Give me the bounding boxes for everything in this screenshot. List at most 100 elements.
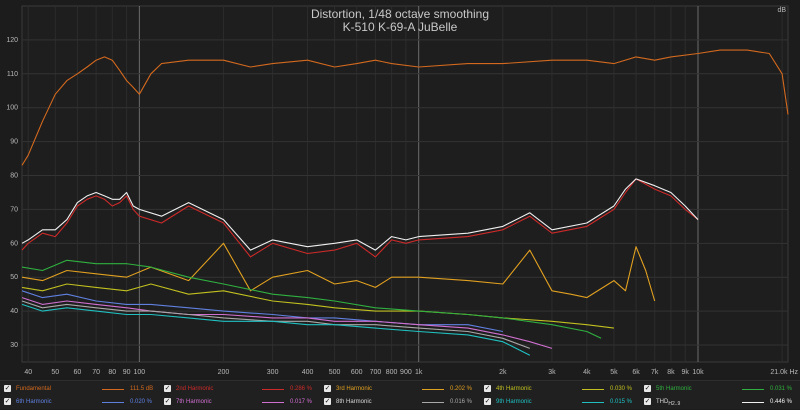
legend-swatch bbox=[582, 389, 604, 390]
series-line-5th-harmonic bbox=[21, 259, 602, 339]
legend-label: 6th Harmonic bbox=[16, 399, 52, 405]
chart-title: Distortion, 1/48 octave smoothing bbox=[311, 7, 489, 21]
legend-value: 0.030 % bbox=[610, 386, 633, 392]
series-line-9th-harmonic bbox=[21, 303, 531, 356]
legend-swatch bbox=[742, 389, 764, 390]
checkbox-icon[interactable]: ✓ bbox=[324, 398, 331, 405]
x-tick-label: 21.0k Hz bbox=[770, 369, 798, 376]
legend-item-4th-harmonic[interactable]: ✓ 4th Harmonic 0.030 % bbox=[484, 383, 638, 395]
x-tick-label: 7k bbox=[651, 369, 659, 376]
x-tick-label: 4k bbox=[583, 369, 591, 376]
legend-item-fundamental[interactable]: ✓ Fundamental 111.5 dB bbox=[4, 383, 158, 395]
legend-label: Fundamental bbox=[16, 386, 52, 392]
legend-swatch bbox=[102, 402, 124, 403]
y-tick-label: 60 bbox=[10, 240, 18, 247]
legend-value: 0.202 % bbox=[450, 386, 473, 392]
legend-value: 0.017 % bbox=[290, 399, 313, 405]
legend-label: 2nd Harmonic bbox=[176, 386, 214, 392]
legend-value: 0.446 % bbox=[770, 399, 793, 405]
y-tick-label: 80 bbox=[10, 173, 18, 180]
distortion-chart: 30 40 50 60 70 80 90 100 110 120 dB 40 50 60 70 80 90 100… bbox=[6, 5, 798, 376]
legend-item-6th-harmonic[interactable]: ✓ 6th Harmonic 0.020 % bbox=[4, 396, 158, 408]
series-line-fundamental bbox=[21, 49, 789, 166]
y-tick-label: 100 bbox=[6, 105, 18, 112]
x-tick-label: 500 bbox=[329, 369, 341, 376]
checkbox-icon[interactable]: ✓ bbox=[644, 385, 651, 392]
y-tick-label: 90 bbox=[10, 139, 18, 146]
legend-item-7th-harmonic[interactable]: ✓ 7th Harmonic 0.017 % bbox=[164, 396, 318, 408]
x-tick-label: 10k bbox=[692, 369, 704, 376]
x-tick-label: 700 bbox=[370, 369, 382, 376]
checkbox-icon[interactable]: ✓ bbox=[484, 385, 491, 392]
legend-value: 0.286 % bbox=[290, 386, 313, 392]
legend-item-9th-harmonic[interactable]: ✓ 9th Harmonic 0.015 % bbox=[484, 396, 638, 408]
checkbox-icon[interactable]: ✓ bbox=[324, 385, 331, 392]
legend-item-2nd-harmonic[interactable]: ✓ 2nd Harmonic 0.286 % bbox=[164, 383, 318, 395]
series-line-7th-harmonic bbox=[21, 297, 553, 349]
legend-swatch bbox=[582, 402, 604, 403]
legend-swatch bbox=[102, 389, 124, 390]
legend-value: 0.016 % bbox=[450, 399, 473, 405]
x-tick-label: 50 bbox=[51, 369, 59, 376]
legend-label: 8th Harmonic bbox=[336, 399, 372, 405]
x-tick-label: 800 bbox=[386, 369, 398, 376]
plot-area bbox=[21, 5, 789, 363]
legend-label: 5th Harmonic bbox=[656, 386, 692, 392]
x-tick-label: 3k bbox=[548, 369, 556, 376]
legend-value: 0.031 % bbox=[770, 386, 793, 392]
x-tick-label: 6k bbox=[632, 369, 640, 376]
y-tick-label: 30 bbox=[10, 342, 18, 349]
legend: ✓ Fundamental 111.5 dB ✓ 2nd Harmonic 0.286 %… bbox=[0, 380, 800, 409]
x-tick-label: 400 bbox=[302, 369, 314, 376]
x-tick-label: 1k bbox=[415, 369, 423, 376]
legend-item-thd[interactable]: ✓ THDH2..9 0.446 % bbox=[644, 396, 798, 408]
legend-label: 7th Harmonic bbox=[176, 399, 212, 405]
x-tick-label: 5k bbox=[610, 369, 618, 376]
legend-label: THDH2..9 bbox=[656, 399, 681, 408]
legend-value: 0.015 % bbox=[610, 399, 633, 405]
series-line-thd bbox=[21, 178, 699, 251]
legend-label: 9th Harmonic bbox=[496, 399, 532, 405]
legend-item-3rd-harmonic[interactable]: ✓ 3rd Harmonic 0.202 % bbox=[324, 383, 478, 395]
x-tick-label: 40 bbox=[24, 369, 32, 376]
series-line-3rd-harmonic bbox=[21, 242, 656, 302]
x-tick-label: 60 bbox=[74, 369, 82, 376]
series-line-2nd-harmonic bbox=[21, 178, 699, 258]
series-line-8th-harmonic bbox=[21, 300, 530, 349]
legend-label: 3rd Harmonic bbox=[336, 386, 373, 392]
legend-swatch bbox=[742, 402, 764, 403]
legend-swatch bbox=[262, 389, 284, 390]
checkbox-icon[interactable]: ✓ bbox=[164, 385, 171, 392]
checkbox-icon[interactable]: ✓ bbox=[484, 398, 491, 405]
x-tick-label: 2k bbox=[499, 369, 507, 376]
y-tick-label: 70 bbox=[10, 206, 18, 213]
y-tick-label: 120 bbox=[6, 37, 18, 44]
legend-swatch bbox=[422, 402, 444, 403]
y-tick-label: 110 bbox=[7, 71, 18, 78]
x-tick-label: 8k bbox=[667, 369, 675, 376]
legend-label: 4th Harmonic bbox=[496, 386, 532, 392]
checkbox-icon[interactable]: ✓ bbox=[4, 398, 11, 405]
y-axis-label: dB bbox=[777, 7, 786, 14]
legend-swatch bbox=[422, 389, 444, 390]
legend-swatch bbox=[262, 402, 284, 403]
legend-value: 0.020 % bbox=[130, 399, 153, 405]
x-tick-label: 200 bbox=[218, 369, 230, 376]
legend-label-subscript: H2..9 bbox=[668, 401, 681, 408]
x-tick-label: 600 bbox=[351, 369, 363, 376]
checkbox-icon[interactable]: ✓ bbox=[644, 398, 651, 405]
checkbox-icon[interactable]: ✓ bbox=[164, 398, 171, 405]
x-tick-label: 900 bbox=[400, 369, 412, 376]
legend-item-8th-harmonic[interactable]: ✓ 8th Harmonic 0.016 % bbox=[324, 396, 478, 408]
x-tick-label: 100 bbox=[134, 369, 146, 376]
checkbox-icon[interactable]: ✓ bbox=[4, 385, 11, 392]
legend-item-5th-harmonic[interactable]: ✓ 5th Harmonic 0.031 % bbox=[644, 383, 798, 395]
chart-subtitle: K-510 K-69-A JuBelle bbox=[343, 20, 458, 34]
series-line-4th-harmonic bbox=[21, 283, 614, 329]
x-tick-label: 80 bbox=[108, 369, 116, 376]
legend-value: 111.5 dB bbox=[130, 386, 154, 392]
x-tick-label: 9k bbox=[682, 369, 690, 376]
y-tick-label: 50 bbox=[10, 274, 18, 281]
x-tick-label: 300 bbox=[267, 369, 279, 376]
